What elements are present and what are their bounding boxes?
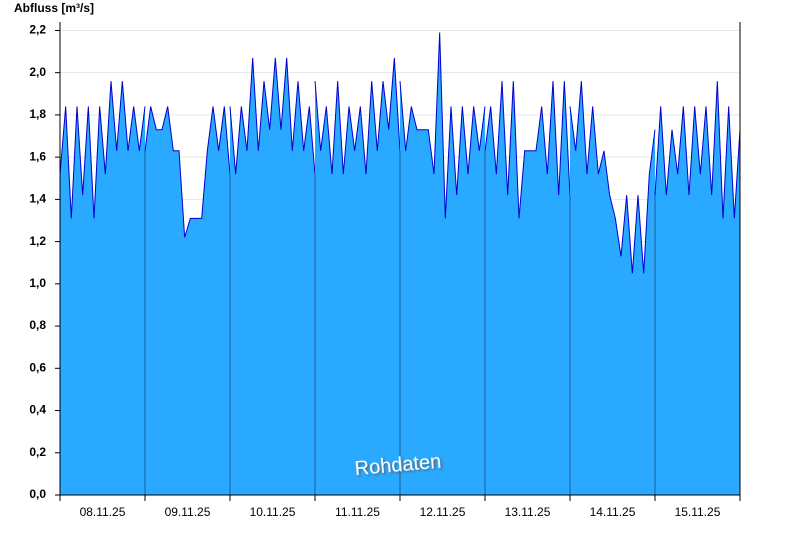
area xyxy=(60,81,145,495)
line xyxy=(569,81,656,274)
y-axis-title: Abfluss [m³/s] xyxy=(14,1,94,15)
area xyxy=(400,32,485,496)
line xyxy=(59,81,146,219)
x-tick-label: 08.11.25 xyxy=(80,505,126,519)
y-tick-label: 0,4 xyxy=(29,403,46,417)
area xyxy=(145,106,230,496)
y-tick-label: 0,8 xyxy=(29,318,46,332)
line xyxy=(484,81,571,219)
y-tick-label: 1,4 xyxy=(29,192,46,206)
y-tick-label: 1,6 xyxy=(29,149,46,163)
y-tick-label: 2,0 xyxy=(29,65,46,79)
x-tick-label: 12.11.25 xyxy=(420,505,466,519)
line xyxy=(314,57,401,175)
line xyxy=(399,32,486,219)
area xyxy=(485,81,570,495)
y-tick-label: 0,0 xyxy=(29,487,46,501)
x-tick-label: 11.11.25 xyxy=(335,505,380,519)
y-tick-label: 1,8 xyxy=(29,107,46,121)
area xyxy=(655,81,740,495)
area xyxy=(570,81,655,495)
area xyxy=(315,57,400,496)
y-tick-label: 1,0 xyxy=(29,276,46,290)
x-tick-label: 14.11.25 xyxy=(590,505,636,519)
y-tick-label: 0,6 xyxy=(29,360,46,374)
line xyxy=(654,81,741,219)
line xyxy=(144,106,231,238)
x-tick-label: 13.11.25 xyxy=(505,505,551,519)
line xyxy=(229,57,316,175)
x-tick-label: 15.11.25 xyxy=(675,505,721,519)
area xyxy=(230,57,315,496)
y-tick-label: 1,2 xyxy=(29,234,46,248)
x-tick-label: 10.11.25 xyxy=(250,505,296,519)
x-tick-label: 09.11.25 xyxy=(165,505,211,519)
y-tick-label: 0,2 xyxy=(29,445,46,459)
y-tick-label: 2,2 xyxy=(29,23,46,37)
